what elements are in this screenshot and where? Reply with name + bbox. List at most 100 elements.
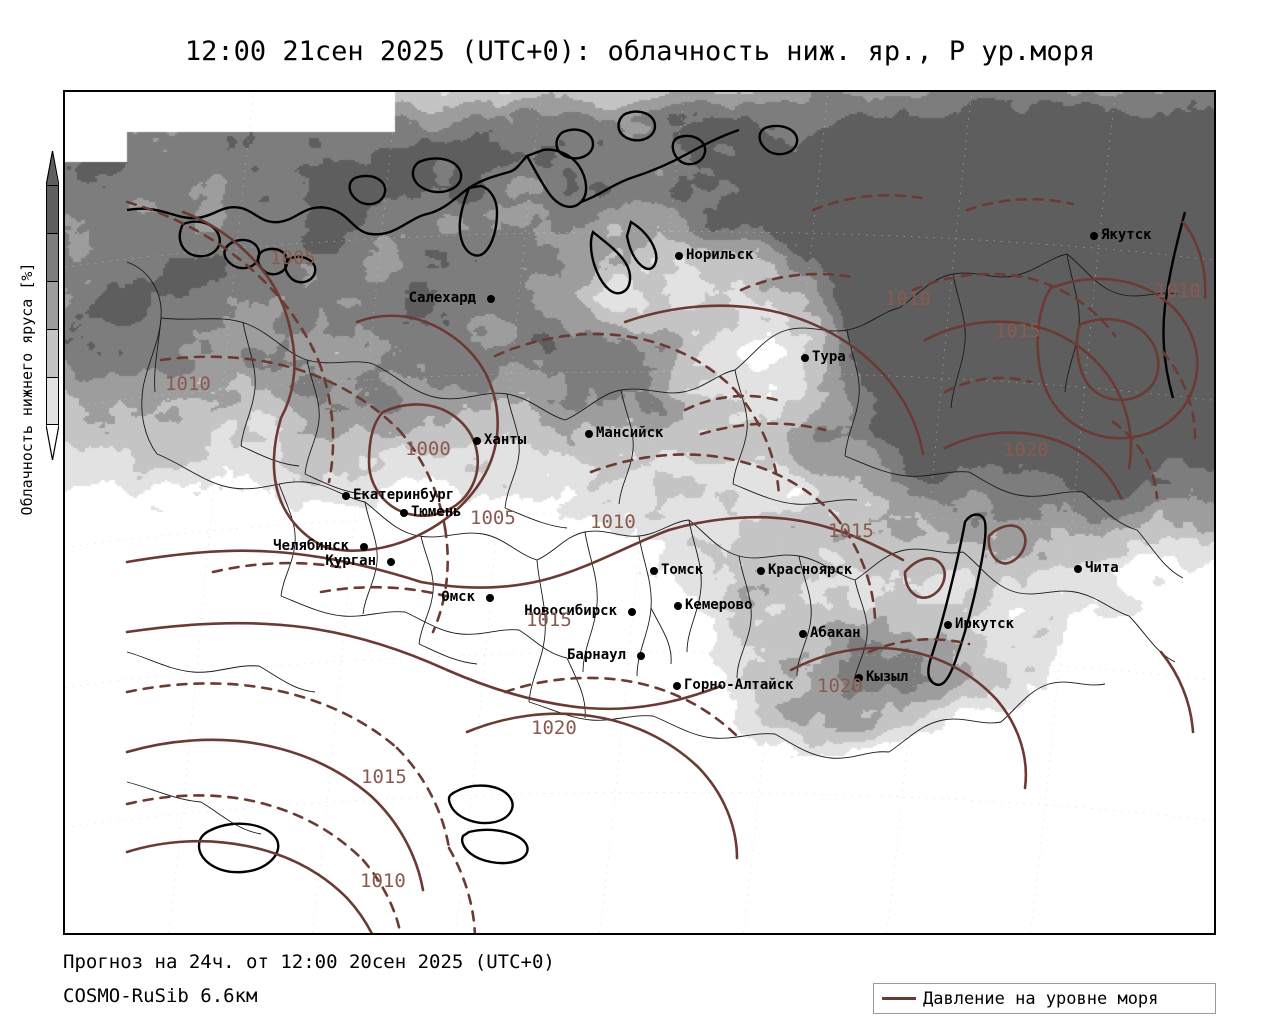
isobar-solid [667,515,905,562]
admin-border [898,253,1068,309]
pressure-line-swatch [882,997,916,1000]
coastline [197,822,280,874]
isobar-solid [943,431,1123,500]
admin-border [280,595,406,617]
graticule-line [455,92,542,933]
isobar-solid [345,896,373,933]
isobar-solid [923,320,1109,376]
admin-border [774,733,890,759]
isobar-dashed [361,858,402,933]
admin-border [126,261,162,455]
isobar-solid [1159,650,1195,734]
coastline [256,247,289,276]
coastline [458,184,499,257]
isobar-dashed [943,376,1033,394]
isobar-dashed [319,585,455,600]
admin-border [1064,253,1080,393]
coastline [758,124,799,156]
isobar-solid [789,646,999,702]
admin-border [636,535,652,677]
isobar-dashed [811,194,923,212]
coastline-layer [126,110,1187,874]
colorbar-band-3 [46,281,59,329]
page-title: 12:00 21сен 2025 (UTC+0): облачность ниж… [184,36,1096,67]
isobar-dashed [447,846,477,933]
admin-border [736,555,752,679]
admin-border [160,317,374,365]
admin-border [618,389,634,505]
isobar-dashed [159,355,401,432]
coastline [460,828,529,865]
isobar-dashed [589,453,837,518]
isobar-solid [1105,372,1133,470]
pressure-legend-label: Давление на уровне моря [923,988,1159,1009]
graticule-layer [65,92,1214,933]
isobar-solid [419,528,671,589]
admin-border [1066,253,1178,297]
isobar-solid [125,549,423,584]
admin-border [686,519,702,653]
isobar-dashed [395,746,451,850]
isobar-dashed [965,197,1075,212]
model-name-line: COSMO-RuSib 6.6км [63,985,258,1007]
admin-border [844,455,970,477]
admin-border [258,665,316,693]
isobar-solid [325,390,499,552]
isobar-solid [1036,277,1199,440]
isobar-dashed [503,676,741,740]
coastline [580,128,740,204]
admin-border [1136,529,1184,579]
admin-border [564,369,736,421]
isobar-dashed [431,526,449,634]
isobar-dashed [125,794,365,862]
admin-border [732,369,748,485]
admin-border [854,548,964,581]
isobar-dashed [911,272,1031,292]
admin-border [968,471,1084,497]
graticule-line [886,92,973,933]
coastline [555,128,595,160]
coastline [927,513,987,687]
admin-border [518,629,568,659]
isobar-dashed [739,272,859,292]
isobar-solid [125,839,349,900]
admin-border [732,483,858,505]
admin-border [304,473,364,495]
admin-border [582,531,598,673]
admin-border [240,321,256,447]
admin-border [536,519,690,561]
admin-border [1128,615,1176,663]
map-frame[interactable]: Норильск Якутск Салехард Тура Ханты Мансийск Е… [63,90,1216,935]
admin-border [950,273,966,409]
coastline [589,230,632,295]
admin-border [418,643,478,665]
admin-border [418,535,434,645]
isobar-solid [367,403,479,517]
admin-border [796,555,812,677]
coastline [447,784,514,825]
isobar-solid [995,698,1028,790]
colorbar-band-1 [46,377,59,425]
admin-border [504,507,568,529]
admin-border [404,611,520,635]
admin-border [652,715,776,739]
admin-border [200,801,262,835]
isobar-solid [1075,317,1160,402]
isobar-solid [125,738,373,798]
isobar-dashed [683,394,779,412]
isobar-solid [623,304,869,360]
isobar-solid [272,416,329,550]
isobar-dashed [733,388,781,498]
coastline [223,238,261,270]
isobar-dashed [397,428,447,530]
admin-border [528,559,546,703]
isobar-dashed [1111,420,1159,500]
forecast-info-line: Прогноз на 24ч. от 12:00 20сен 2025 (UTC… [63,951,555,973]
graticule-line [168,92,254,933]
isobar-layer [125,194,1207,933]
isobar-solid [987,524,1027,565]
isobar-dashed [1161,350,1197,440]
admin-border [566,657,586,719]
admin-border [364,501,538,561]
admin-border [372,363,566,421]
